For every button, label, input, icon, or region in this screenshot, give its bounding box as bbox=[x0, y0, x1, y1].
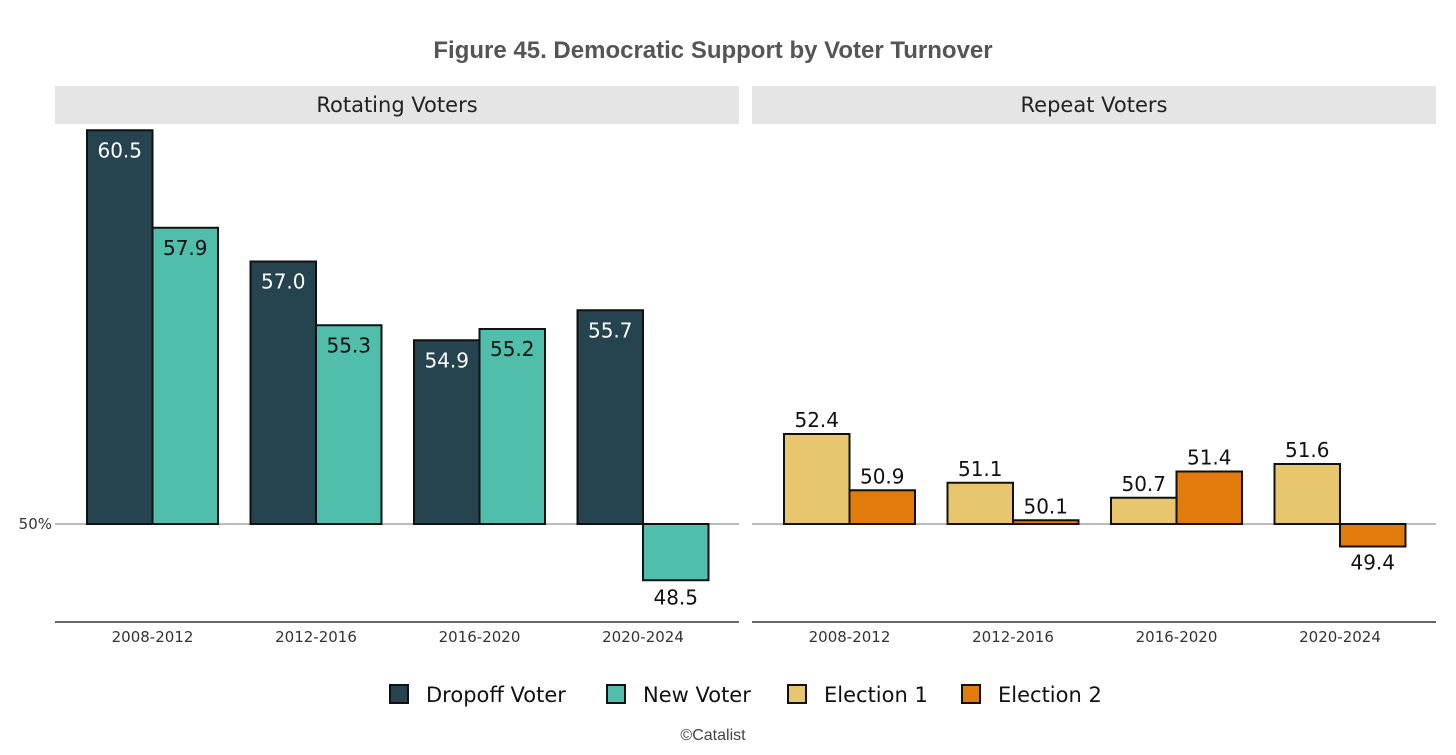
legend-label: Election 2 bbox=[998, 683, 1102, 707]
bar-election-2 bbox=[1175, 470, 1243, 525]
bar-dropoff-voter bbox=[413, 339, 481, 525]
data-label: 48.5 bbox=[653, 585, 698, 609]
data-label: 55.2 bbox=[490, 337, 535, 361]
y-axis-baseline-label: 50% bbox=[19, 515, 52, 533]
data-label: 60.5 bbox=[97, 138, 142, 162]
data-label: 52.4 bbox=[794, 408, 839, 432]
bar-dropoff-voter bbox=[86, 129, 154, 525]
legend: Dropoff Voter New Voter Election 1 Election… bbox=[389, 683, 1102, 707]
bar-election-1 bbox=[783, 433, 851, 525]
x-tick-label: 2016-2020 bbox=[1136, 628, 1218, 646]
x-tick-label: 2016-2020 bbox=[439, 628, 521, 646]
panel-strip-label: Rotating Voters bbox=[316, 93, 477, 117]
data-label: 50.7 bbox=[1121, 472, 1166, 496]
data-label: 55.7 bbox=[588, 318, 633, 342]
bar-election-2 bbox=[1339, 523, 1407, 548]
bar-election-2 bbox=[1012, 519, 1080, 525]
bar-election-2 bbox=[848, 489, 916, 525]
x-tick-label: 2012-2016 bbox=[275, 628, 357, 646]
legend-label: New Voter bbox=[643, 683, 751, 707]
legend-label: Dropoff Voter bbox=[426, 683, 566, 707]
data-label: 57.9 bbox=[163, 236, 208, 260]
x-tick-label: 2008-2012 bbox=[809, 628, 891, 646]
data-label: 51.1 bbox=[958, 457, 1003, 481]
bar-new-voter bbox=[642, 523, 710, 582]
bar-new-voter bbox=[315, 324, 383, 525]
bar-new-voter bbox=[151, 226, 219, 525]
bar-election-1 bbox=[946, 481, 1014, 525]
chart-title: Figure 45. Democratic Support by Voter T… bbox=[433, 37, 992, 64]
data-label: 57.0 bbox=[261, 270, 306, 294]
panel-strip bbox=[752, 86, 1436, 124]
data-label: 49.4 bbox=[1350, 551, 1395, 575]
legend-label: Election 1 bbox=[824, 683, 928, 707]
panel-strip-label: Repeat Voters bbox=[1021, 93, 1168, 117]
panel-strip bbox=[55, 86, 739, 124]
copyright-caption: ©Catalist bbox=[680, 727, 746, 744]
x-tick-label: 2012-2016 bbox=[972, 628, 1054, 646]
plot-area: 50% Rotating Voters 2008-2012 60.5 57.9 2012-… bbox=[19, 86, 1436, 646]
legend-item-dropoff-voter: Dropoff Voter bbox=[389, 683, 566, 707]
legend-swatch bbox=[389, 684, 409, 704]
legend-swatch bbox=[787, 684, 807, 704]
data-label: 50.1 bbox=[1023, 494, 1068, 518]
panel-rotating-voters: Rotating Voters 2008-2012 60.5 57.9 2012-201… bbox=[55, 86, 739, 646]
panel-repeat-voters: Repeat Voters 2008-2012 52.4 50.9 2012-2016 5… bbox=[752, 86, 1436, 646]
legend-swatch bbox=[606, 684, 626, 704]
bar-dropoff-voter bbox=[249, 260, 317, 525]
bar-election-1 bbox=[1273, 463, 1341, 525]
bar-new-voter bbox=[478, 328, 546, 525]
legend-swatch bbox=[961, 684, 981, 704]
legend-item-new-voter: New Voter bbox=[606, 683, 751, 707]
data-label: 50.9 bbox=[860, 464, 905, 488]
bar-election-1 bbox=[1110, 496, 1178, 525]
legend-item-election-2: Election 2 bbox=[961, 683, 1102, 707]
bar-dropoff-voter bbox=[576, 309, 644, 525]
x-tick-label: 2020-2024 bbox=[1299, 628, 1381, 646]
data-label: 55.3 bbox=[326, 333, 371, 357]
x-tick-label: 2008-2012 bbox=[112, 628, 194, 646]
x-tick-label: 2020-2024 bbox=[602, 628, 684, 646]
data-label: 54.9 bbox=[424, 348, 469, 372]
data-label: 51.4 bbox=[1187, 446, 1232, 470]
data-label: 51.6 bbox=[1285, 438, 1330, 462]
legend-item-election-1: Election 1 bbox=[787, 683, 928, 707]
